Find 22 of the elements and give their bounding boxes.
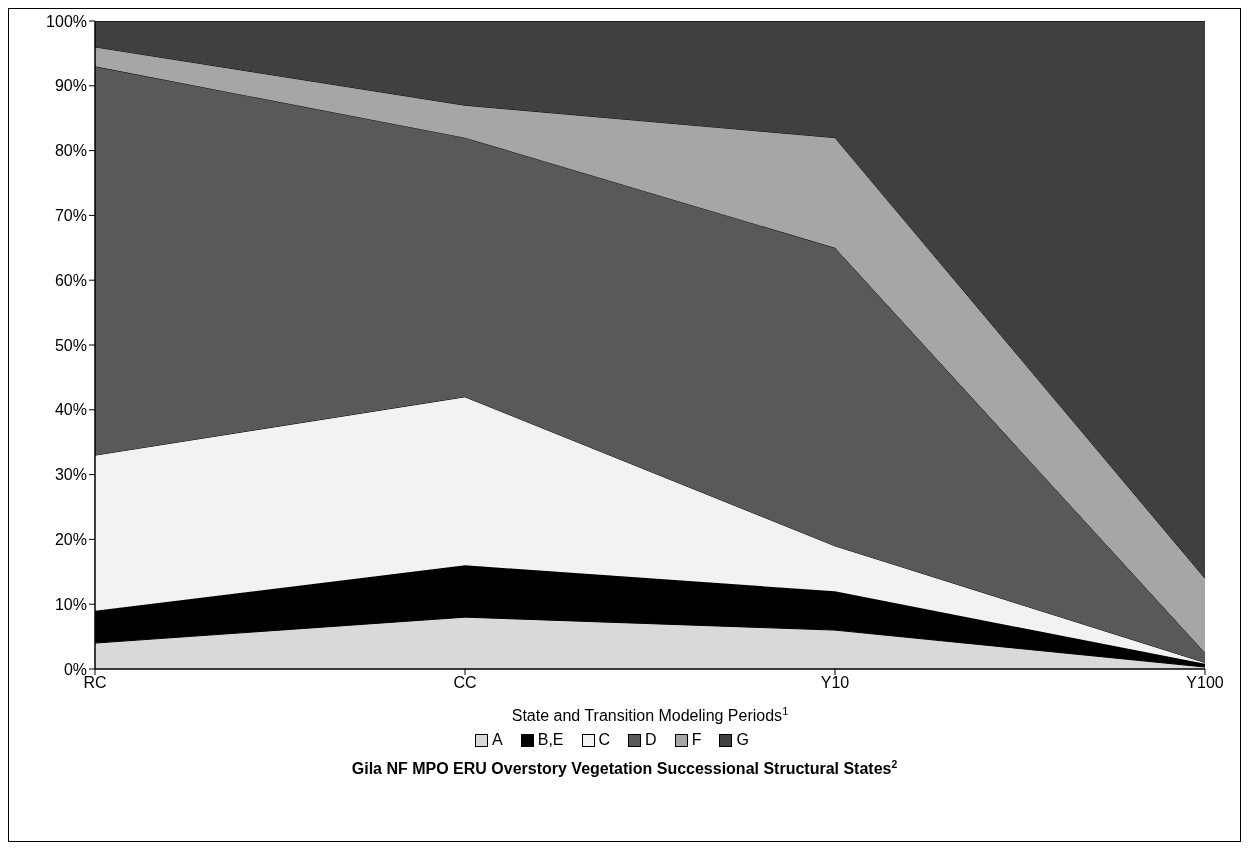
x-tick-label: RC: [83, 674, 107, 692]
legend-label: C: [598, 731, 611, 749]
x-axis-title: State and Transition Modeling Periods$^{1}$: [511, 705, 789, 724]
y-tick-label: 100%: [46, 12, 87, 30]
y-tick-label: 10%: [54, 595, 87, 613]
y-tick-label: 30%: [54, 466, 87, 484]
y-tick-label: 60%: [54, 271, 87, 289]
y-tick-label: 80%: [54, 142, 87, 160]
text: Gila NF MPO ERU Overstory Vegetation Successional Structural States$^{2}$: [351, 759, 898, 778]
x-tick-label: CC: [453, 674, 477, 692]
y-tick-label: 40%: [54, 401, 87, 419]
legend-label: B,E: [537, 731, 564, 749]
y-tick-label: 20%: [54, 531, 87, 549]
y-tick-label: 90%: [54, 77, 87, 95]
y-tick-label: 70%: [54, 207, 87, 225]
legend-label: D: [645, 731, 657, 749]
legend-label: F: [691, 731, 702, 749]
legend-label: A: [492, 731, 503, 749]
x-tick-label: Y10: [820, 674, 850, 692]
y-tick-label: 50%: [54, 336, 87, 354]
x-tick-label: Y100: [1186, 674, 1224, 692]
legend-label: G: [736, 731, 749, 749]
